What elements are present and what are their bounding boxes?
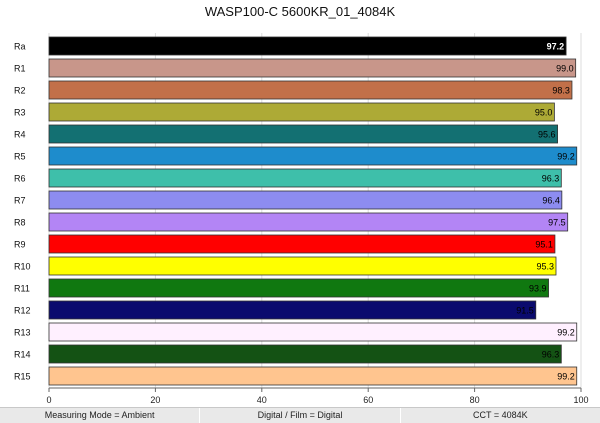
bar-r9 [48, 234, 556, 254]
value-labels: 97.2 99.0 98.3 95.0 95.6 99.2 96.3 96.4 97.5 95.1… [516, 42, 574, 382]
category-label: Ra [14, 42, 26, 52]
chart-title: WASP100-C 5600KR_01_4084K [204, 4, 396, 19]
value-label: 97.5 [548, 218, 566, 228]
bars [48, 36, 578, 386]
bar-r6 [48, 168, 562, 188]
value-label: 95.0 [535, 108, 553, 118]
bar-r2 [48, 80, 573, 100]
value-label: 99.2 [557, 328, 575, 338]
x-tick-label: 60 [363, 395, 373, 405]
measuring-mode-label: Measuring Mode = Ambient [0, 408, 201, 423]
bar-r11 [48, 278, 549, 298]
value-label: 96.4 [542, 196, 560, 206]
bar-r10 [48, 256, 557, 276]
category-label: R5 [14, 152, 26, 162]
category-label: R11 [14, 284, 30, 294]
category-label: R6 [14, 174, 26, 184]
category-label: R1 [14, 64, 26, 74]
category-label: R4 [14, 130, 26, 140]
x-tick-label: 20 [150, 395, 160, 405]
status-footer: Measuring Mode = Ambient Digital / Film … [0, 407, 600, 423]
bar-r12 [48, 300, 537, 320]
value-label: 98.3 [552, 86, 570, 96]
category-label: R10 [14, 262, 31, 272]
bar-r3 [48, 102, 555, 122]
x-axis: 0 20 40 60 80 100 [46, 387, 589, 405]
value-label: 95.1 [535, 240, 553, 250]
category-label: R2 [14, 86, 26, 96]
bar-r8 [48, 212, 569, 232]
bar-r15 [48, 366, 578, 386]
x-tick-label: 40 [257, 395, 267, 405]
bar-r1 [48, 58, 577, 78]
bar-r5 [48, 146, 578, 166]
digital-film-label: Digital / Film = Digital [200, 408, 401, 423]
x-tick-label: 80 [470, 395, 480, 405]
value-label: 95.3 [536, 262, 554, 272]
value-label: 96.3 [542, 350, 560, 360]
category-label: R15 [14, 372, 31, 382]
value-label: 97.2 [547, 42, 565, 52]
category-label: R9 [14, 240, 26, 250]
value-label: 91.5 [516, 306, 534, 316]
bar-r14 [48, 344, 562, 364]
category-label: R7 [14, 196, 26, 206]
cct-label: CCT = 4084K [473, 410, 528, 420]
bar-ra [48, 36, 567, 56]
value-label: 96.3 [542, 174, 560, 184]
value-label: 99.2 [557, 152, 575, 162]
category-label: R14 [14, 350, 31, 360]
value-label: 99.0 [556, 64, 574, 74]
bar-r4 [48, 124, 558, 144]
x-tick-label: 100 [573, 395, 588, 405]
category-labels: Ra R1 R2 R3 R4 R5 R6 R7 R8 R9 R10 R11 R12 R13 R14 R15 [14, 42, 31, 382]
category-label: R12 [14, 306, 31, 316]
bar-r7 [48, 190, 563, 210]
value-label: 99.2 [557, 372, 575, 382]
bar-chart: Ra R1 R2 R3 R4 R5 R6 R7 R8 R9 R10 R11 R12 R13 R14 R15 9… [14, 33, 589, 405]
category-label: R8 [14, 218, 26, 228]
bar-r13 [48, 322, 578, 342]
x-tick-label: 0 [46, 395, 51, 405]
value-label: 95.6 [538, 130, 556, 140]
value-label: 93.9 [529, 284, 547, 294]
category-label: R13 [14, 328, 31, 338]
category-label: R3 [14, 108, 26, 118]
